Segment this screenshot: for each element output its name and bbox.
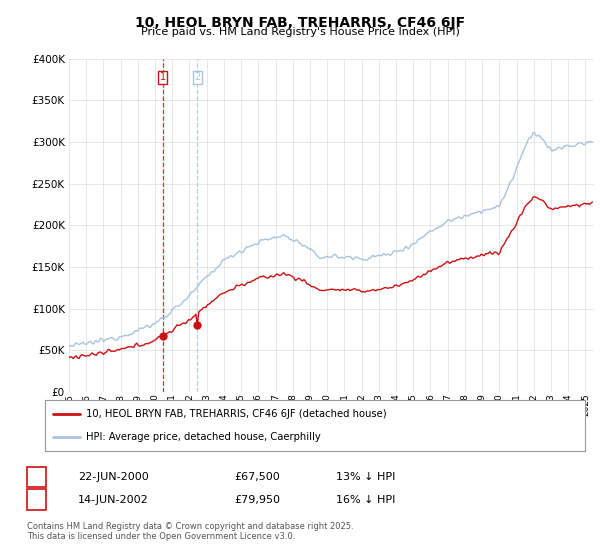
Text: 13% ↓ HPI: 13% ↓ HPI: [336, 472, 395, 482]
Text: 10, HEOL BRYN FAB, TREHARRIS, CF46 6JF: 10, HEOL BRYN FAB, TREHARRIS, CF46 6JF: [135, 16, 465, 30]
Text: 14-JUN-2002: 14-JUN-2002: [78, 494, 149, 505]
Text: £79,950: £79,950: [234, 494, 280, 505]
Text: Price paid vs. HM Land Registry's House Price Index (HPI): Price paid vs. HM Land Registry's House …: [140, 27, 460, 37]
Text: 10, HEOL BRYN FAB, TREHARRIS, CF46 6JF (detached house): 10, HEOL BRYN FAB, TREHARRIS, CF46 6JF (…: [86, 409, 386, 419]
Text: 2: 2: [33, 494, 40, 505]
Text: 22-JUN-2000: 22-JUN-2000: [78, 472, 149, 482]
Text: 1: 1: [160, 72, 166, 82]
Text: HPI: Average price, detached house, Caerphilly: HPI: Average price, detached house, Caer…: [86, 432, 320, 442]
Text: 1: 1: [33, 472, 40, 482]
Text: £67,500: £67,500: [234, 472, 280, 482]
Text: 2: 2: [194, 72, 200, 82]
Text: Contains HM Land Registry data © Crown copyright and database right 2025.
This d: Contains HM Land Registry data © Crown c…: [27, 522, 353, 542]
Text: 16% ↓ HPI: 16% ↓ HPI: [336, 494, 395, 505]
